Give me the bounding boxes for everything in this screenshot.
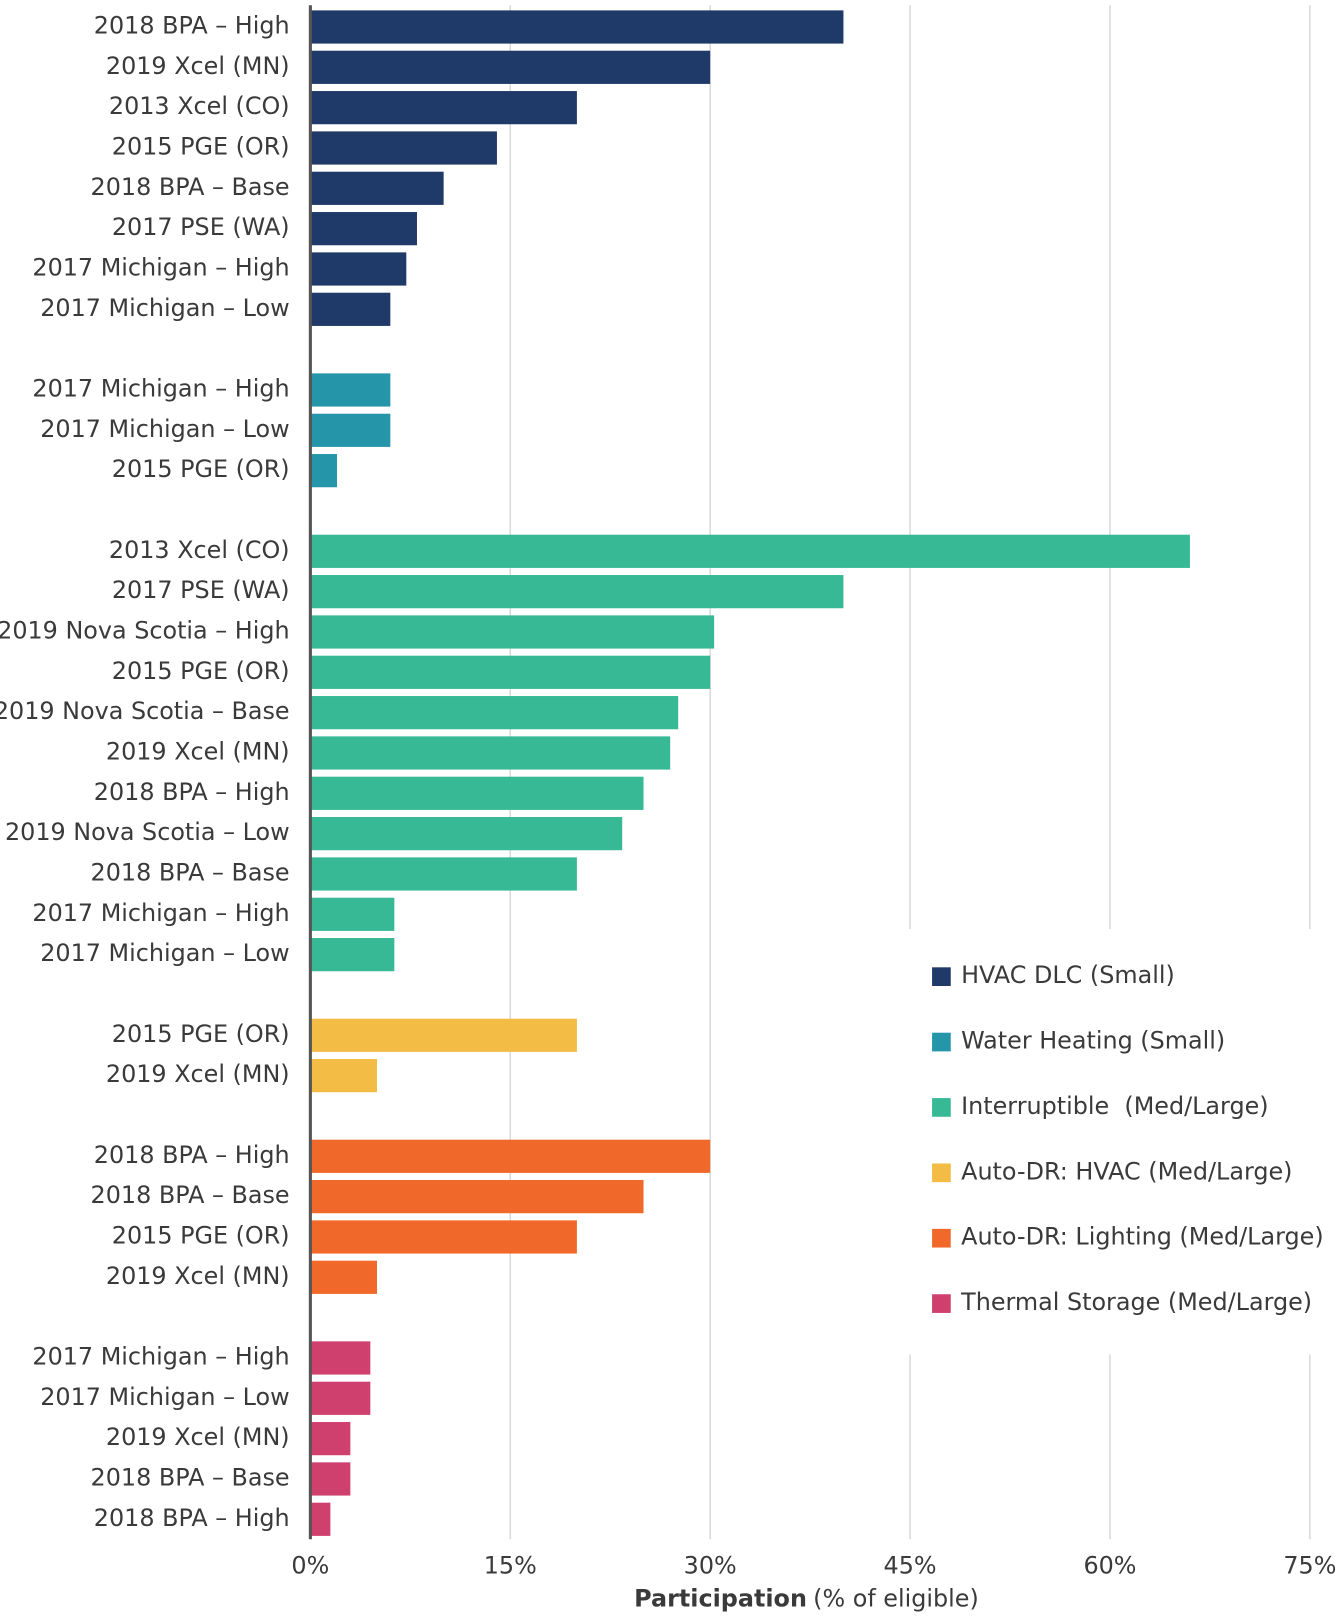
x-tick-label: 75% [1283,1552,1336,1580]
y-tick-label: 2017 Michigan – Low [40,294,289,322]
bar [310,1220,577,1254]
bar [310,373,391,407]
bar [310,696,679,730]
bar [310,131,497,165]
y-tick-label: 2018 BPA – Base [91,1463,290,1491]
x-axis-label-bold: Participation [634,1584,807,1612]
legend-swatch [932,1294,951,1313]
y-tick-label: 2019 Xcel (MN) [106,1262,290,1290]
x-tick-label: 45% [884,1552,937,1580]
y-tick-label: 2018 BPA – Base [91,1181,290,1209]
bar [310,1422,351,1456]
x-axis-label: Participation (% of eligible) [634,1584,979,1612]
legend-label: Thermal Storage (Med/Large) [960,1288,1312,1316]
y-tick-label: 2017 Michigan – High [32,899,289,927]
legend-swatch [932,1098,951,1117]
bar [310,1381,371,1415]
bar [310,1139,711,1173]
bar [310,817,623,851]
y-tick-label: 2019 Nova Scotia – High [0,616,290,644]
legend-label: Auto-DR: HVAC (Med/Large) [961,1157,1292,1185]
y-tick-label: 2017 Michigan – High [32,374,289,402]
y-tick-label: 2017 Michigan – Low [40,415,289,443]
y-tick-label: 2018 BPA – Base [91,858,290,886]
bar [310,454,338,488]
x-tick-label: 0% [291,1552,329,1580]
y-tick-label: 2015 PGE (OR) [112,657,290,685]
y-tick-label: 2013 Xcel (CO) [109,92,290,120]
bar [310,212,417,246]
bar [310,857,577,891]
legend-background [900,928,1340,1355]
bar [310,1341,371,1375]
y-tick-label: 2017 Michigan – Low [40,1383,289,1411]
y-tick-label: 2019 Xcel (MN) [106,52,290,80]
bar [310,252,407,286]
x-tick-label: 60% [1083,1552,1136,1580]
y-tick-label: 2017 Michigan – High [32,253,289,281]
y-tick-label: 2019 Nova Scotia – Base [0,697,290,725]
y-tick-label: 2017 PSE (WA) [112,213,290,241]
y-tick-label: 2015 PGE (OR) [112,1020,290,1048]
y-tick-label: 2018 BPA – High [94,11,290,39]
bar [310,1260,378,1294]
y-tick-label: 2018 BPA – High [94,778,290,806]
y-tick-label: 2019 Nova Scotia – Low [5,818,290,846]
bar [310,292,391,326]
y-tick-label: 2019 Xcel (MN) [106,1060,290,1088]
legend-swatch [932,1032,951,1052]
y-tick-label: 2018 BPA – High [94,1504,290,1532]
y-tick-label: 2019 Xcel (MN) [106,737,290,765]
bar [310,171,444,205]
x-tick-label: 15% [484,1552,537,1580]
legend-label: HVAC DLC (Small) [961,961,1175,989]
legend-swatch [932,1228,951,1248]
y-tick-label: 2013 Xcel (CO) [109,536,290,564]
bar [310,1018,577,1052]
bar [310,897,395,931]
bar [310,1059,378,1093]
bar [310,776,644,810]
y-tick-label: 2017 Michigan – Low [40,939,289,967]
x-tick-label: 30% [684,1552,737,1580]
y-tick-label: 2015 PGE (OR) [112,132,290,160]
bar [310,1462,351,1496]
legend-label: Water Heating (Small) [961,1027,1225,1055]
bar [310,534,1190,568]
legend-label: Interruptible (Med/Large) [961,1092,1268,1120]
bar [310,736,671,770]
y-tick-label: 2017 Michigan – High [32,1342,289,1370]
legend-label: Auto-DR: Lighting (Med/Large) [961,1223,1324,1251]
y-tick-label: 2018 BPA – Base [91,173,290,201]
y-tick-label: 2018 BPA – High [94,1141,290,1169]
y-tick-label: 2019 Xcel (MN) [106,1423,290,1451]
bar [310,10,844,44]
bar [310,575,844,609]
y-tick-label: 2015 PGE (OR) [112,1221,290,1249]
bar [310,91,577,125]
bar [310,938,395,972]
legend-swatch [932,967,951,986]
bar [310,1502,331,1536]
bar [310,413,391,447]
y-tick-label: 2017 PSE (WA) [112,576,290,604]
legend-swatch [932,1163,951,1183]
x-axis-label-rest: (% of eligible) [813,1584,979,1612]
bar [310,615,715,649]
bar [310,50,711,84]
y-tick-label: 2015 PGE (OR) [112,455,290,483]
bar [310,1180,644,1214]
bar [310,655,711,689]
